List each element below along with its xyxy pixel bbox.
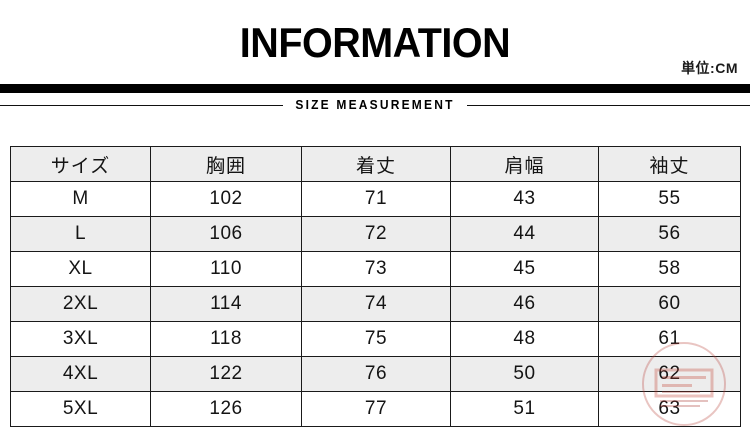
cell-sleeve: 60 bbox=[598, 286, 741, 322]
cell-shoulder: 50 bbox=[450, 356, 599, 392]
table-row: M 102 71 43 55 bbox=[10, 181, 741, 217]
table-row: L 106 72 44 56 bbox=[10, 216, 741, 252]
cell-length: 77 bbox=[301, 391, 451, 427]
cell-sleeve: 61 bbox=[598, 321, 741, 357]
rule-line-left bbox=[0, 104, 284, 106]
column-header-size: サイズ bbox=[10, 146, 151, 182]
cell-size: XL bbox=[10, 251, 151, 287]
cell-size: 3XL bbox=[10, 321, 151, 357]
column-header-chest: 胸囲 bbox=[150, 146, 302, 182]
cell-length: 71 bbox=[301, 181, 451, 217]
cell-chest: 122 bbox=[150, 356, 302, 392]
cell-size: 5XL bbox=[10, 391, 151, 427]
cell-sleeve: 62 bbox=[598, 356, 741, 392]
cell-chest: 102 bbox=[150, 181, 302, 217]
table-row: 2XL 114 74 46 60 bbox=[10, 286, 741, 322]
cell-size: L bbox=[10, 216, 151, 252]
cell-shoulder: 44 bbox=[450, 216, 599, 252]
size-table-container: サイズ 胸囲 着丈 肩幅 袖丈 M 102 71 43 55 L 106 72 … bbox=[10, 146, 741, 427]
column-header-sleeve: 袖丈 bbox=[598, 146, 741, 182]
cell-shoulder: 45 bbox=[450, 251, 599, 287]
rule-line-right bbox=[466, 104, 750, 106]
cell-size: 4XL bbox=[10, 356, 151, 392]
cell-chest: 118 bbox=[150, 321, 302, 357]
table-row: 3XL 118 75 48 61 bbox=[10, 321, 741, 357]
cell-length: 72 bbox=[301, 216, 451, 252]
column-header-length: 着丈 bbox=[301, 146, 451, 182]
cell-sleeve: 55 bbox=[598, 181, 741, 217]
cell-sleeve: 58 bbox=[598, 251, 741, 287]
subtitle-rule: SIZE MEASUREMENT bbox=[0, 96, 750, 114]
page-subtitle: SIZE MEASUREMENT bbox=[295, 97, 455, 113]
cell-chest: 126 bbox=[150, 391, 302, 427]
table-row: XL 110 73 45 58 bbox=[10, 251, 741, 287]
table-header: サイズ 胸囲 着丈 肩幅 袖丈 bbox=[10, 146, 741, 182]
cell-shoulder: 51 bbox=[450, 391, 599, 427]
cell-length: 75 bbox=[301, 321, 451, 357]
cell-size: M bbox=[10, 181, 151, 217]
table-row: 5XL 126 77 51 63 bbox=[10, 391, 741, 427]
table-body: M 102 71 43 55 L 106 72 44 56 XL 110 73 … bbox=[10, 181, 741, 427]
size-measurement-table: サイズ 胸囲 着丈 肩幅 袖丈 M 102 71 43 55 L 106 72 … bbox=[10, 146, 741, 427]
cell-shoulder: 48 bbox=[450, 321, 599, 357]
page-title: INFORMATION bbox=[239, 19, 511, 66]
table-header-row: サイズ 胸囲 着丈 肩幅 袖丈 bbox=[10, 146, 741, 182]
column-header-shoulder: 肩幅 bbox=[450, 146, 599, 182]
cell-length: 73 bbox=[301, 251, 451, 287]
table-row: 4XL 122 76 50 62 bbox=[10, 356, 741, 392]
cell-length: 74 bbox=[301, 286, 451, 322]
page-header: INFORMATION 単位:CM bbox=[0, 0, 750, 84]
cell-chest: 106 bbox=[150, 216, 302, 252]
cell-shoulder: 46 bbox=[450, 286, 599, 322]
cell-size: 2XL bbox=[10, 286, 151, 322]
unit-note: 単位:CM bbox=[681, 60, 738, 76]
cell-sleeve: 56 bbox=[598, 216, 741, 252]
cell-shoulder: 43 bbox=[450, 181, 599, 217]
cell-chest: 110 bbox=[150, 251, 302, 287]
cell-chest: 114 bbox=[150, 286, 302, 322]
cell-length: 76 bbox=[301, 356, 451, 392]
cell-sleeve: 63 bbox=[598, 391, 741, 427]
header-divider-bar bbox=[0, 84, 750, 93]
